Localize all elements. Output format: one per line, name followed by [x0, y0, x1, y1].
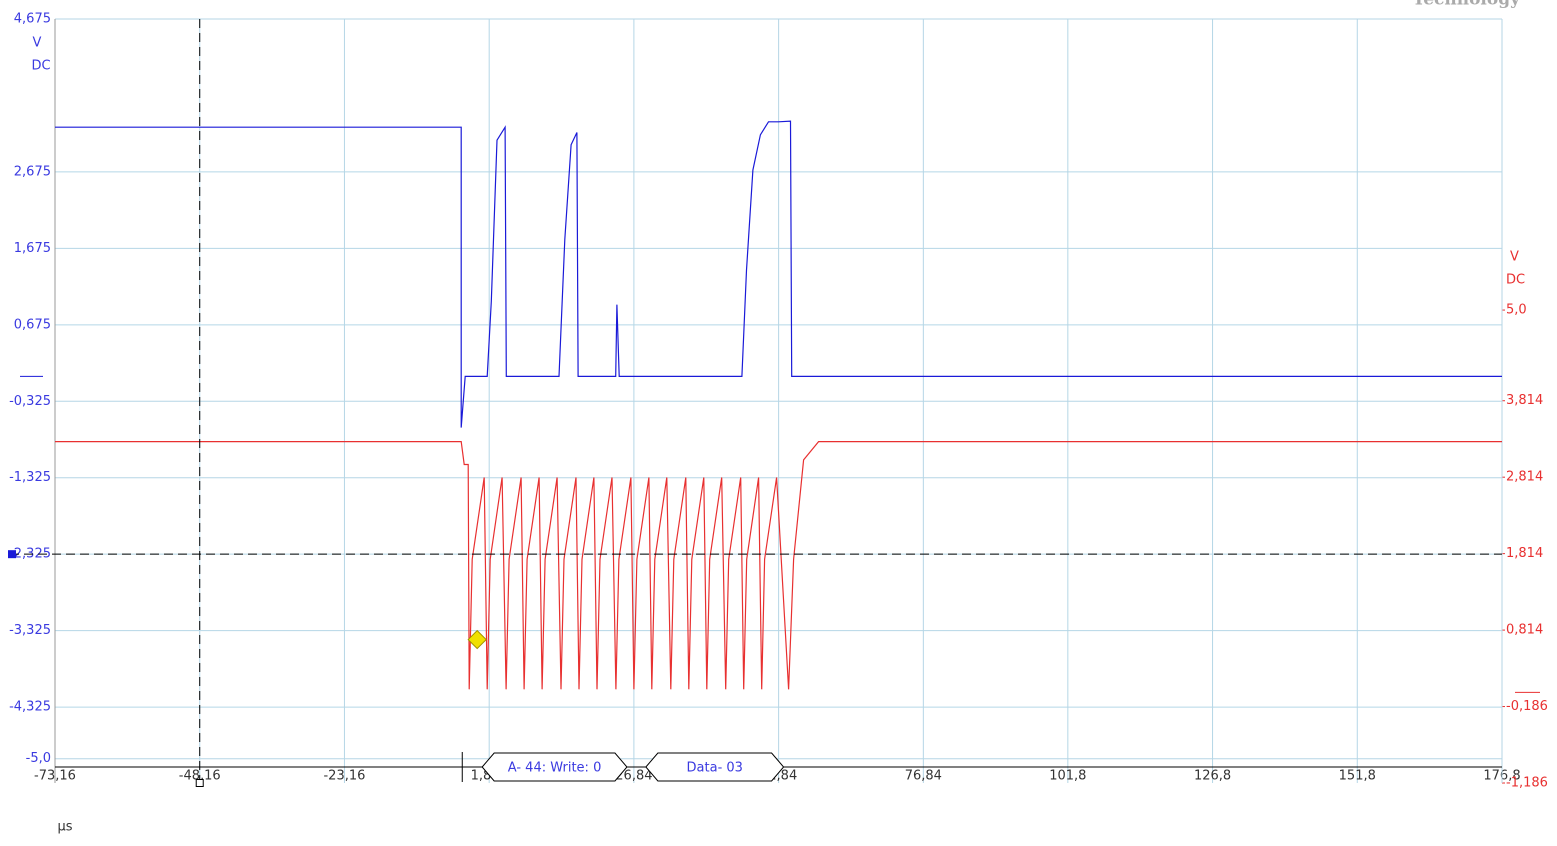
y2-coupling: DC: [1506, 273, 1525, 288]
y-tick-label: -1,325: [9, 470, 51, 485]
y2-tick-label: -0,186: [1506, 699, 1548, 714]
y2-tick-label: 5,0: [1506, 303, 1527, 318]
cursor-x-handle: [195, 779, 204, 787]
y2-tick-label: 2,814: [1506, 470, 1543, 485]
y2-unit: V: [1510, 250, 1519, 265]
bus-packet: [645, 752, 785, 782]
x-tick-label: 76,84: [905, 769, 942, 784]
y-tick-label: 1,675: [14, 241, 51, 256]
x-tick-label: -23,16: [323, 769, 365, 784]
x-tick-label: 151,8: [1339, 769, 1376, 784]
watermark: Technology: [1413, 0, 1522, 10]
x-unit: µs: [57, 820, 72, 835]
bus-label: Data- 03: [687, 761, 743, 776]
y-tick-label: -0,325: [9, 394, 51, 409]
y2-tick-label: -1,186: [1506, 776, 1548, 791]
x-tick-label: 26,84: [615, 769, 652, 784]
bus-label: A- 44: Write: 0: [508, 761, 602, 776]
trace: [55, 441, 1502, 690]
y2-tick-label: 3,814: [1506, 393, 1543, 408]
y-unit: V: [33, 36, 42, 51]
y-coupling: DC: [31, 59, 50, 74]
y-tick-label: 4,675: [14, 12, 51, 27]
cursor-y-handle: [8, 550, 16, 559]
y-tick-label: -5,0: [26, 751, 51, 766]
y-tick-label: -4,325: [9, 700, 51, 715]
y-tick-label: -3,325: [9, 623, 51, 638]
bus-packet: [481, 752, 628, 782]
y-tick-label: 2,675: [14, 164, 51, 179]
x-tick-label: 101,8: [1049, 769, 1086, 784]
x-tick-label: 126,8: [1194, 769, 1231, 784]
trigger-marker: [467, 629, 487, 650]
trace: [55, 120, 1502, 428]
y-tick-label: 0,675: [14, 317, 51, 332]
y2-tick-label: 1,814: [1506, 546, 1543, 561]
y2-tick-label: 0,814: [1506, 623, 1543, 638]
